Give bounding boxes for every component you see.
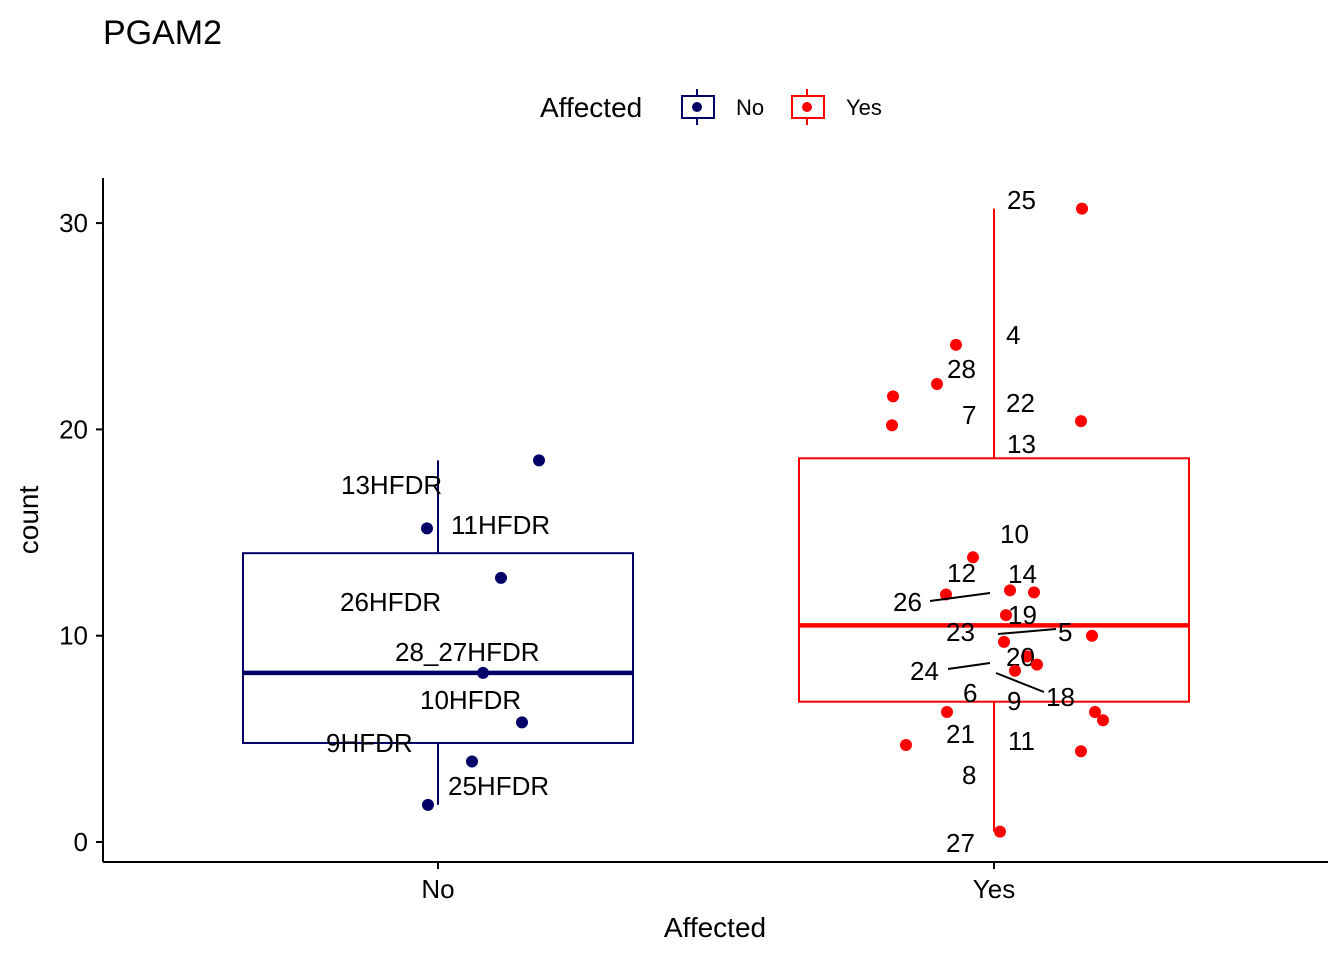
data-label: 19 — [1008, 600, 1037, 630]
label-leader-line — [997, 628, 1057, 635]
data-point — [466, 755, 478, 768]
data-label: 5 — [1058, 617, 1072, 647]
data-label: 11 — [1008, 726, 1035, 756]
box-iqr — [242, 552, 634, 744]
data-label: 28 — [947, 354, 976, 384]
box-iqr — [798, 457, 1190, 703]
data-label: 22 — [1006, 388, 1035, 418]
data-point — [900, 739, 912, 752]
legend-label: Yes — [846, 95, 882, 120]
legend-entry-yes: Yes — [791, 89, 882, 125]
chart-title: PGAM2 — [103, 14, 222, 52]
data-point — [887, 390, 899, 403]
data-point — [1028, 586, 1040, 599]
data-label: 11HFDR — [451, 510, 550, 540]
label-leader-line — [947, 662, 991, 670]
data-label: 6 — [963, 678, 977, 708]
legend-key-point — [802, 102, 812, 112]
data-label: 10 — [1000, 519, 1029, 549]
data-label: 25 — [1007, 185, 1036, 215]
data-label: 23 — [946, 617, 975, 647]
y-tick-label: 30 — [59, 208, 88, 238]
data-label: 27 — [946, 828, 975, 858]
data-point — [421, 522, 433, 535]
data-label: 26 — [893, 587, 922, 617]
data-label: 4 — [1006, 320, 1020, 350]
data-label: 12 — [947, 558, 976, 588]
data-label: 24 — [910, 656, 939, 686]
data-label: 7 — [962, 400, 976, 430]
data-label: 9HFDR — [326, 728, 413, 758]
x-tick-label: Yes — [973, 874, 1015, 904]
data-point — [886, 419, 898, 432]
data-point — [1009, 664, 1021, 677]
data-label: 13 — [1007, 429, 1036, 459]
x-tick-label: No — [421, 874, 454, 904]
data-point — [1097, 714, 1109, 727]
data-point — [940, 588, 952, 601]
data-label: 21 — [946, 719, 975, 749]
data-point — [998, 635, 1010, 648]
data-point — [1031, 658, 1043, 671]
data-point — [495, 571, 507, 584]
data-point — [1089, 706, 1101, 719]
data-label: 18 — [1046, 682, 1075, 712]
data-point — [941, 706, 953, 719]
data-point — [533, 454, 545, 467]
x-axis-title: Affected — [664, 912, 766, 943]
y-axis-ticks: 0 10 20 30 — [59, 208, 103, 857]
x-axis-ticks: No Yes — [421, 862, 1015, 904]
data-point — [1075, 745, 1087, 758]
data-point — [516, 716, 528, 729]
data-label: 26HFDR — [340, 587, 441, 617]
legend-label: No — [736, 95, 764, 120]
data-label: 8 — [962, 760, 976, 790]
data-label: 10HFDR — [420, 685, 521, 715]
legend: Affected No Yes — [540, 89, 882, 125]
data-label: 9 — [1007, 686, 1021, 716]
data-point — [1076, 202, 1088, 215]
y-tick-label: 10 — [59, 621, 88, 651]
data-point — [1086, 629, 1098, 642]
data-label: 14 — [1008, 559, 1037, 589]
y-tick-label: 0 — [74, 827, 88, 857]
data-point — [1021, 650, 1033, 663]
data-label: 13HFDR — [341, 470, 442, 500]
data-point — [1004, 584, 1016, 597]
data-point — [1075, 415, 1087, 428]
y-tick-label: 20 — [59, 414, 88, 444]
data-point — [931, 378, 943, 391]
label-leader-line — [995, 672, 1045, 693]
data-point — [967, 551, 979, 564]
y-axis-title: count — [13, 486, 44, 555]
data-label: 25HFDR — [448, 771, 549, 801]
data-point — [477, 666, 489, 679]
label-leader-line — [929, 592, 991, 602]
data-label: 28_27HFDR — [395, 637, 540, 667]
data-point — [1000, 609, 1012, 622]
legend-title: Affected — [540, 92, 642, 123]
data-point — [994, 825, 1006, 838]
legend-key-point — [692, 102, 702, 112]
data-point — [950, 338, 962, 351]
legend-entry-no: No — [681, 89, 764, 125]
data-point — [422, 798, 434, 811]
